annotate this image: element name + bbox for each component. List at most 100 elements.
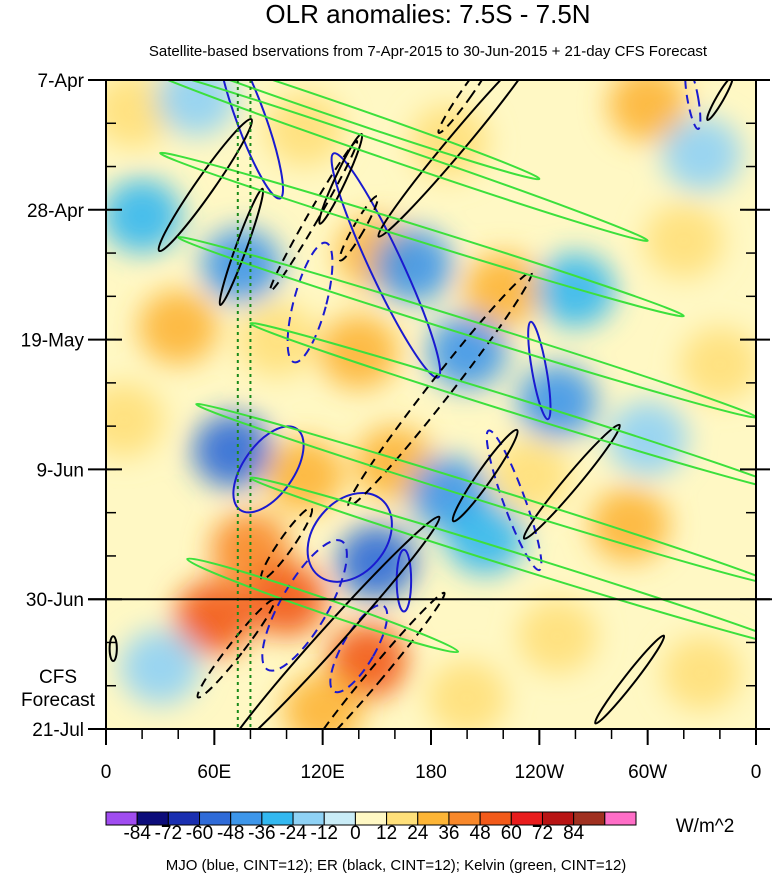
anomaly-cell [517,599,598,674]
anomaly-cell [319,314,399,390]
anomaly-cell [535,253,616,328]
anomaly-cell [644,203,724,278]
mjo-contour-negative [684,80,702,130]
anomaly-cell [589,487,670,563]
mjo-contour-positive [306,491,393,583]
x-tick-label: 120W [515,762,565,783]
colorbar-label: -60 [186,823,213,844]
anomaly-cell [328,623,408,699]
er-contour-positive [522,423,621,540]
colorbar-label: 0 [350,823,361,844]
x-tick-label: 0 [751,762,762,783]
mjo-contour-negative [329,604,389,694]
mjo-contour-positive [330,152,442,379]
anomaly-cell [120,630,200,705]
chart-subtitle: Satellite-based bservations from 7-Apr-2… [149,43,708,60]
anomaly-cell [106,178,182,254]
chart-title: OLR anomalies: 7.5S - 7.5N [265,0,590,29]
anomaly-cell [201,228,282,303]
y-tick-label: 28-Apr [27,201,85,222]
wave-contours [106,80,756,729]
er-contour-negative [347,270,533,508]
er-contour-positive [157,118,253,253]
anomaly-cell [264,92,345,167]
er-contour-positive [451,428,519,523]
colorbar-swatch [604,811,637,826]
anomaly-cell [264,438,345,513]
colorbar-label: -72 [155,823,182,844]
anomaly-cell [662,117,742,192]
colorbar-label: 60 [501,823,522,844]
colorbar-label: -24 [279,823,307,844]
kelvin-contour [195,402,756,586]
y-tick-label: 21-Jul [32,720,84,741]
y-tick-label: 19-May [21,331,85,352]
x-tick-label: 120E [300,762,344,783]
er-contour-positive [222,515,441,729]
y-axis: 7-Apr 28-Apr 19-May 9-Jun 30-Jun 21-Jul [21,71,770,741]
anomaly-cell [607,401,688,476]
x-tick-label: 180 [415,762,447,783]
er-contour-negative [437,80,497,134]
er-contour-negative [308,591,446,729]
y-tick-label: 9-Jun [36,460,84,481]
anomaly-cell [662,636,742,711]
er-contour-positive [108,635,118,663]
contour-legend: MJO (blue, CINT=12); ER (black, CINT=12)… [166,857,627,874]
colorbar-label: -48 [217,823,244,844]
er-contour-negative [260,506,314,581]
anomaly-cell [282,673,363,729]
mjo-contour-negative [261,539,348,672]
colorbar-label: -12 [311,823,338,844]
kelvin-contour [106,80,541,181]
plot-area [88,79,772,730]
colorbar: -84 -72 -60 -48 -36 -24 -12 0 12 24 36 48 60 72 84 [105,811,637,844]
forecast-label-line1: CFS [39,667,77,688]
reference-longitudes [236,80,252,729]
kelvin-contour [159,151,685,318]
anomaly-cell [445,500,525,575]
anomaly-cell [427,314,507,390]
anomaly-blobs [106,80,756,729]
mjo-contour-negative [485,429,543,572]
anomaly-cell [680,327,756,402]
mjo-contour-positive [527,320,552,421]
er-contour-positive [594,634,666,725]
anomaly-cell [607,80,688,142]
x-tick-label: 60W [628,762,667,783]
anomaly-cell [373,228,453,303]
colorbar-label: 24 [407,823,429,844]
anomaly-cell [156,80,236,136]
kelvin-contour [249,322,756,494]
colorbar-label: -36 [248,823,275,844]
colorbar-label: 36 [438,823,459,844]
mjo-contour-positive [395,548,413,613]
colorbar-label: -84 [123,823,151,844]
anomaly-field [106,80,756,729]
er-contour-negative [196,598,276,699]
y-tick-label: 7-Apr [38,71,85,92]
kelvin-contour [249,476,756,648]
x-tick-label: 0 [101,762,112,783]
anomaly-cell [463,253,543,328]
mjo-contour-negative [286,241,334,364]
kelvin-contour [141,80,649,242]
er-contour-negative [269,139,359,292]
colorbar-label: 84 [563,823,585,844]
er-contour-negative [338,195,379,262]
anomaly-cell [138,290,218,365]
anomaly-cell [192,413,273,488]
colorbar-label: 12 [376,823,397,844]
anomaly-cell [106,80,173,148]
er-contour-positive [218,187,265,306]
colorbar-units: W/m^2 [676,816,735,837]
anomaly-cell [106,382,164,458]
anomaly-cell [427,661,507,729]
colorbar-label: 72 [532,823,553,844]
colorbar-label: 48 [470,823,491,844]
er-contour-positive [706,80,734,122]
x-tick-label: 60E [197,762,231,783]
x-axis: 0 60E 120E 180 120W 60W 0 [101,729,762,783]
anomaly-cell [237,302,318,377]
